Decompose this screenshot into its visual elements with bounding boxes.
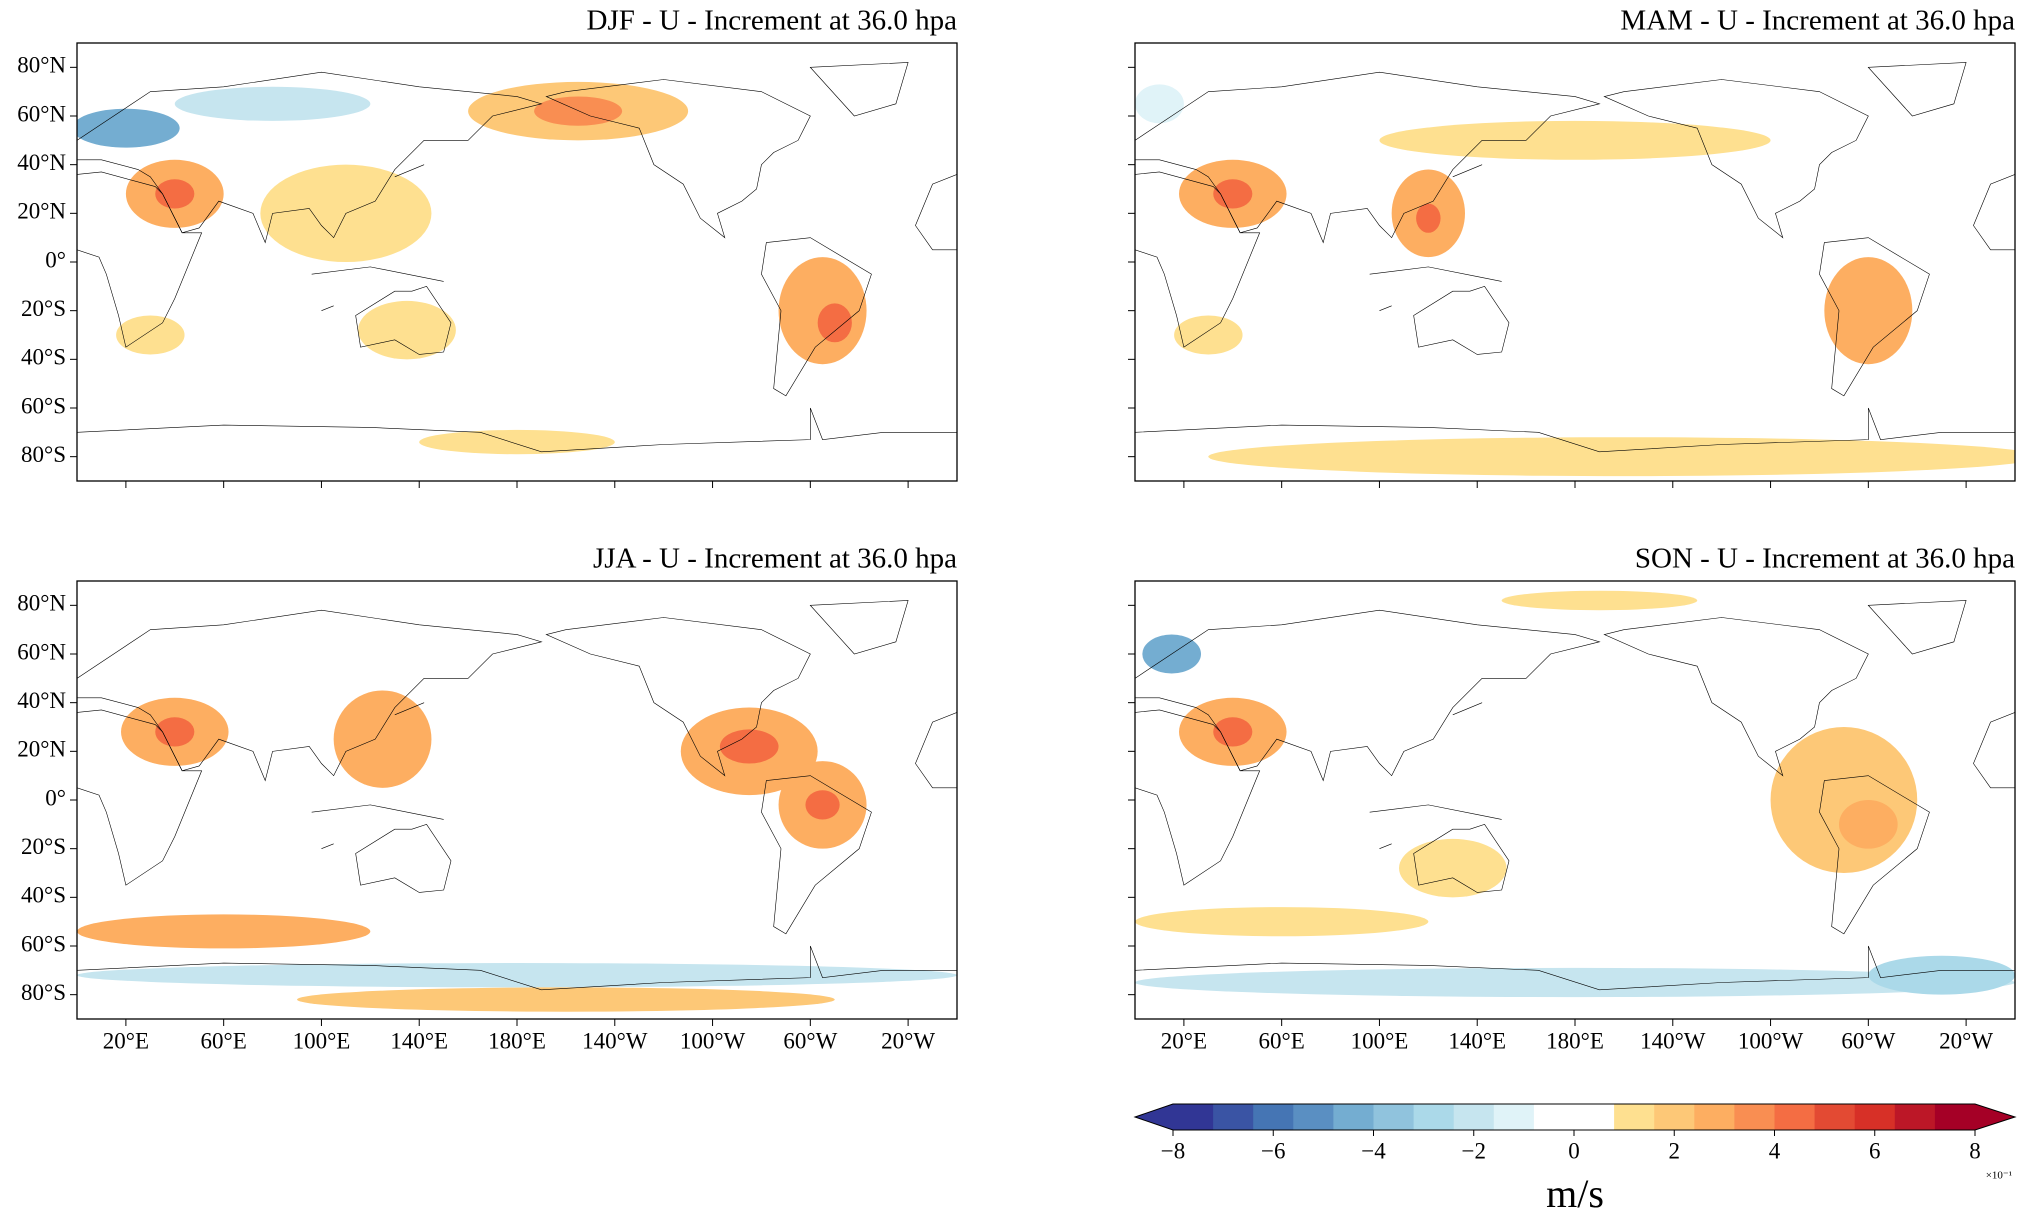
- colorbar-extend-max: [1975, 1104, 2015, 1130]
- y-tick-label: 60°S: [21, 393, 66, 418]
- y-tick-label: 80°S: [21, 980, 66, 1005]
- colorbar-cell: [1614, 1104, 1655, 1130]
- colorbar-cell: [1413, 1104, 1455, 1130]
- colorbar-tick-label: −2: [1462, 1138, 1486, 1163]
- coastlines: [1135, 61, 2015, 453]
- x-tick-label: 100°E: [293, 1028, 351, 1053]
- colorbar: −8 −6 −4 −2 0 2 4 6 8 ×10⁻¹ m/s: [1133, 1103, 2017, 1216]
- colorbar-tick-label: 2: [1669, 1138, 1681, 1163]
- x-tick-label: 60°W: [783, 1028, 837, 1053]
- x-tick-label: 100°W: [680, 1028, 746, 1053]
- y-tick-label: 20°N: [17, 737, 66, 762]
- y-tick-label: 40°N: [17, 150, 66, 175]
- x-tick-label: 60°E: [1259, 1028, 1305, 1053]
- colorbar-cell: [1293, 1104, 1334, 1130]
- colorbar-tick-label: −8: [1161, 1138, 1185, 1163]
- colorbar-cell: [1814, 1104, 1856, 1130]
- y-tick-label: 20°N: [17, 199, 66, 224]
- x-tick-label: 140°W: [582, 1028, 648, 1053]
- panel-title: DJF - U - Increment at 36.0 hpa: [587, 5, 958, 37]
- colorbar-cell: [1533, 1104, 1575, 1130]
- y-tick-label: 0°: [45, 247, 66, 272]
- increment-field: [1135, 84, 2015, 477]
- y-tick-label: 40°S: [21, 345, 66, 370]
- map: [77, 61, 957, 455]
- colorbar-extend-min: [1135, 1104, 1173, 1130]
- y-tick-label: 60°S: [21, 931, 66, 956]
- x-tick-label: 60°W: [1841, 1028, 1895, 1053]
- colorbar-tick-label: −6: [1261, 1138, 1285, 1163]
- increment-field: [77, 81, 867, 455]
- colorbar-cell: [1934, 1104, 1976, 1130]
- x-tick-label: 20°E: [1161, 1028, 1207, 1053]
- y-tick-label: 60°N: [17, 639, 66, 664]
- x-tick-label: 60°E: [201, 1028, 247, 1053]
- increment-field: [1135, 590, 2015, 998]
- x-tick-label: 20°W: [1939, 1028, 1993, 1053]
- colorbar-cell: [1213, 1104, 1254, 1130]
- colorbar-multiplier: ×10⁻¹: [1986, 1170, 2012, 1182]
- y-tick-label: 80°N: [17, 591, 66, 616]
- x-tick-label: 140°W: [1640, 1028, 1706, 1053]
- x-tick-label: 180°E: [488, 1028, 546, 1053]
- colorbar-cell: [1373, 1104, 1415, 1130]
- panel-title: MAM - U - Increment at 36.0 hpa: [1620, 5, 2015, 37]
- colorbar-tick-label: 6: [1869, 1138, 1881, 1163]
- panel-title: JJA - U - Increment at 36.0 hpa: [593, 543, 957, 575]
- map: [77, 599, 957, 1012]
- colorbar-tick-label: 0: [1568, 1138, 1580, 1163]
- map: [1135, 61, 2015, 477]
- colorbar-tick-label: 4: [1769, 1138, 1781, 1163]
- x-tick-label: 140°E: [1448, 1028, 1506, 1053]
- colorbar-label: m/s: [1546, 1171, 1604, 1216]
- panel-title: SON - U - Increment at 36.0 hpa: [1635, 543, 2015, 575]
- y-tick-label: 80°S: [21, 442, 66, 467]
- y-tick-label: 60°N: [17, 101, 66, 126]
- map-panel: JJA - U - Increment at 36.0 hpa 80°N 60°N 4…: [17, 543, 958, 1053]
- colorbar-cell: [1734, 1104, 1775, 1130]
- colorbar-cell: [1774, 1104, 1816, 1130]
- y-tick-label: 20°S: [21, 834, 66, 859]
- x-tick-label: 100°W: [1738, 1028, 1804, 1053]
- colorbar-cell: [1493, 1104, 1535, 1130]
- map: [1135, 590, 2015, 998]
- x-tick-label: 20°E: [103, 1028, 149, 1053]
- y-tick-label: 40°S: [21, 883, 66, 908]
- x-tick-label: 140°E: [390, 1028, 448, 1053]
- colorbar-tick-label: −4: [1361, 1138, 1386, 1163]
- colorbar-cell: [1854, 1104, 1896, 1130]
- y-tick-label: 20°S: [21, 296, 66, 321]
- colorbar-cell: [1173, 1104, 1214, 1130]
- x-tick-label: 20°W: [881, 1028, 935, 1053]
- colorbar-cell: [1654, 1104, 1695, 1130]
- colorbar-cell: [1894, 1104, 1936, 1130]
- y-tick-label: 80°N: [17, 53, 66, 78]
- map-panel: DJF - U - Increment at 36.0 hpa 80°N 60°N 4…: [17, 5, 958, 488]
- x-tick-label: 180°E: [1546, 1028, 1604, 1053]
- map-panel: SON - U - Increment at 36.0 hpa 20°E 60°E 1…: [1128, 543, 2016, 1053]
- map-panel: MAM - U - Increment at 36.0 hpa: [1128, 5, 2016, 488]
- y-tick-label: 0°: [45, 785, 66, 810]
- colorbar-cell: [1574, 1104, 1615, 1130]
- colorbar-cell: [1333, 1104, 1374, 1130]
- y-tick-label: 40°N: [17, 688, 66, 713]
- colorbar-tick-label: 8: [1969, 1138, 1981, 1163]
- x-tick-label: 100°E: [1351, 1028, 1409, 1053]
- colorbar-cell: [1453, 1104, 1495, 1130]
- colorbar-cell: [1253, 1104, 1294, 1130]
- colorbar-cell: [1694, 1104, 1735, 1130]
